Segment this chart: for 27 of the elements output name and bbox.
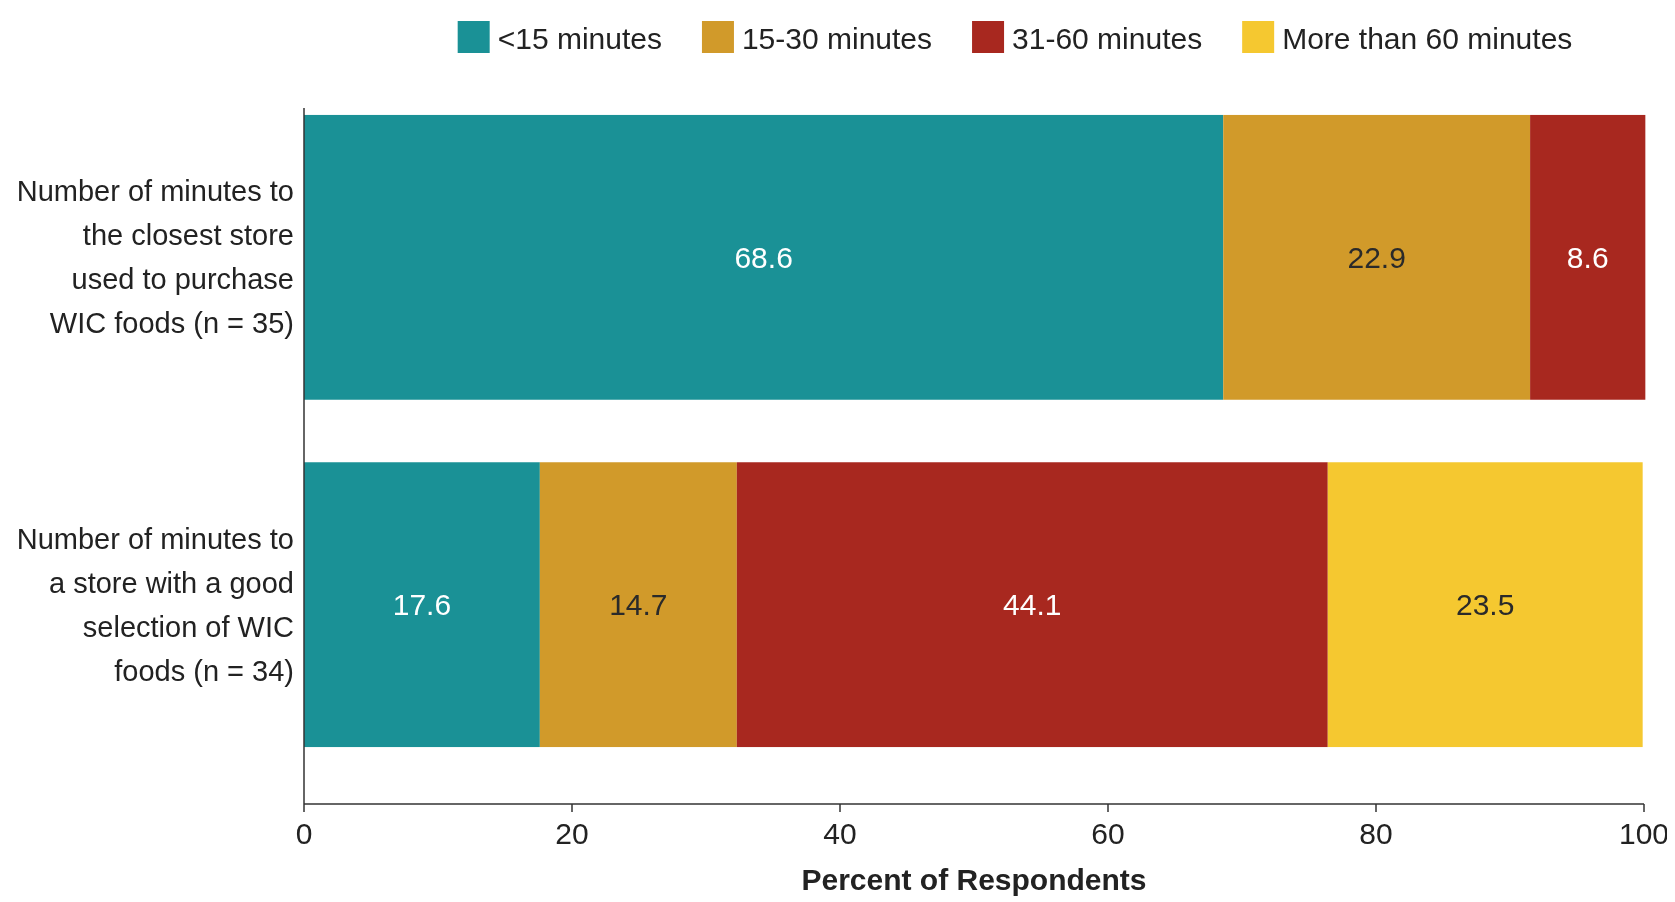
bar bbox=[304, 462, 540, 748]
bar bbox=[304, 114, 1224, 400]
bar bbox=[736, 462, 1328, 748]
legend-label: More than 60 minutes bbox=[1282, 21, 1573, 55]
data-label: 8.6 bbox=[1566, 240, 1609, 274]
bar bbox=[1223, 114, 1531, 400]
legend-label: <15 minutes bbox=[497, 21, 662, 55]
x-tick-label: 80 bbox=[1359, 817, 1393, 850]
data-label: 68.6 bbox=[734, 240, 793, 274]
x-tick-label: 20 bbox=[555, 817, 589, 850]
x-tick-label: 0 bbox=[295, 817, 313, 850]
data-label: 14.7 bbox=[609, 588, 668, 622]
x-tick-label: 100 bbox=[1618, 817, 1670, 850]
bar bbox=[1327, 462, 1643, 748]
data-label: 22.9 bbox=[1347, 240, 1406, 274]
bar bbox=[539, 462, 737, 748]
x-axis-title: Percent of Respondents bbox=[801, 863, 1147, 896]
legend-label: 31-60 minutes bbox=[1012, 21, 1203, 55]
x-tick-label: 60 bbox=[1091, 817, 1125, 850]
y-tick-label: Number of minutes to a store with a good selection of WIC foods (n = 34) bbox=[16, 522, 294, 687]
legend-label: 15-30 minutes bbox=[741, 21, 933, 55]
y-tick-label: Number of minutes to the closest store used to purchase WIC foods (n = 35) bbox=[16, 175, 294, 340]
data-label: 23.5 bbox=[1456, 588, 1515, 622]
data-label: 44.1 bbox=[1003, 588, 1062, 622]
bar bbox=[1530, 114, 1646, 400]
data-label: 17.6 bbox=[392, 588, 452, 622]
x-tick-label: 40 bbox=[823, 817, 857, 850]
